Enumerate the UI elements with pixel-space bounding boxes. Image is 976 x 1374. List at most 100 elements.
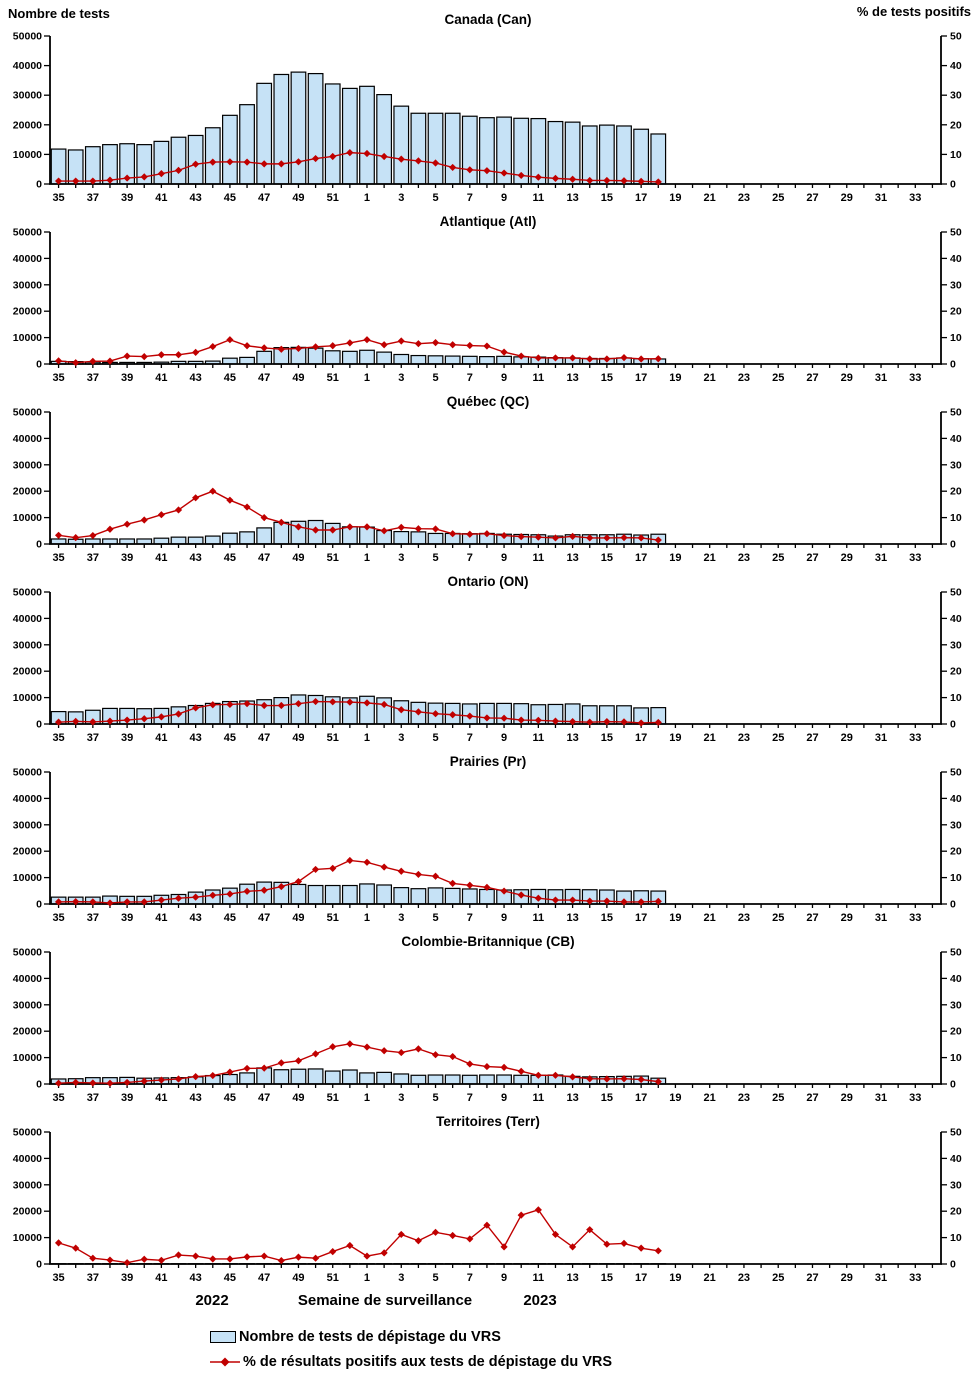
right-tick-label: 40 [950,60,962,72]
test-bar [410,1074,427,1085]
axes-group [49,412,942,545]
panel-atlantique: Atlantique (Atl) 0 10000 20000 30000 40000 500… [0,210,976,390]
pct-marker-diamond [226,496,234,504]
x-tick-label: 7 [467,192,473,204]
left-axis-title: Nombre de tests [8,6,110,21]
test-bar [581,125,598,185]
pct-marker-diamond [654,897,662,905]
right-tick-label: 20 [950,1026,962,1038]
x-tick-label: 13 [566,732,578,744]
test-bar [393,887,410,905]
pct-marker-diamond [209,342,217,351]
test-bar [444,1074,461,1085]
x-tick-label: 9 [501,1272,507,1284]
x-tick-label: 33 [909,552,921,564]
pct-marker-diamond [380,1249,388,1257]
x-tick-label: 47 [258,552,270,564]
pct-marker-diamond [157,351,165,359]
pct-marker-diamond [311,526,320,534]
pct-marker-diamond [483,167,491,175]
pct-marker-diamond [569,718,577,726]
pct-marker-diamond [449,1231,457,1240]
test-bar [461,1074,478,1085]
x-tick-label: 29 [841,192,853,204]
left-tick-label: 50000 [13,1127,42,1139]
pct-marker-diamond [209,158,217,166]
left-tick-label: 10000 [13,149,42,161]
year-2023-label: 2023 [523,1292,557,1309]
right-tick-label: 50 [950,587,962,599]
pct-marker-diamond [414,525,422,533]
test-bar [204,535,221,545]
right-tick-label: 0 [950,899,956,911]
pct-marker-diamond [569,354,577,362]
right-tick-label: 0 [950,1259,956,1271]
x-tick-label: 21 [704,192,716,204]
x-tick-label: 39 [121,372,133,384]
x-tick-label: 17 [635,1272,647,1284]
test-bar [444,887,461,905]
pct-marker-diamond [380,152,388,161]
pct-marker-diamond [89,531,97,540]
left-tick-label: 40000 [13,253,42,265]
left-tick-label: 40000 [13,613,42,625]
left-tick-label: 10000 [13,512,42,524]
legend-pct-label: % de résultats positifs aux tests de dép… [243,1353,613,1370]
x-tick-label: 3 [398,732,404,744]
pct-marker-diamond [483,883,491,891]
x-tick-label: 3 [398,1092,404,1104]
right-tick-label: 0 [950,1079,956,1091]
x-tick-label: 7 [467,912,473,924]
pct-marker-diamond [329,526,337,534]
x-tick-label: 25 [772,1272,784,1284]
test-bar [393,105,410,185]
x-tick-label: 9 [501,732,507,744]
pct-marker-diamond [72,1078,80,1087]
test-bar [273,73,290,185]
pct-marker-diamond [329,152,337,161]
x-tick-label: 41 [155,912,167,924]
x-tick-label: 15 [601,912,613,924]
legend-item-pct: % de résultats positifs aux tests de dép… [210,1349,976,1374]
x-tick-label: 33 [909,372,921,384]
x-tick-label: 49 [292,552,304,564]
pct-marker-diamond [637,719,645,727]
x-tick-label: 13 [566,1092,578,1104]
x-tick-label: 31 [875,1272,887,1284]
test-bar [598,124,615,185]
pct-marker-diamond [226,1068,234,1076]
x-tick-label: 5 [432,1272,438,1284]
panel-ontario: Ontario (ON) 0 10000 20000 30000 40000 50000 0 1… [0,570,976,750]
pct-marker-diamond [260,1252,268,1260]
test-bar [239,1072,255,1085]
left-tick-label: 50000 [13,407,42,419]
pct-marker-diamond [380,527,388,535]
test-bar [479,1074,495,1085]
left-tick-label: 30000 [13,999,42,1011]
tests-bar-swatch-icon [210,1330,236,1343]
x-tick-label: 3 [398,912,404,924]
x-tick-label: 39 [121,552,133,564]
pct-marker-diamond [431,159,440,167]
pct-marker-diamond [620,718,628,726]
test-bar [187,134,204,185]
test-bar [393,353,410,365]
test-bar [444,355,461,365]
test-bar [341,350,358,365]
right-tick-label: 10 [950,872,962,884]
test-bar [170,536,187,545]
x-tick-label: 25 [772,732,784,744]
x-tick-label: 9 [501,552,507,564]
test-bar [376,94,393,185]
x-tick-label: 37 [87,1272,99,1284]
x-tick-label: 25 [772,552,784,564]
pct-marker-diamond [431,1228,440,1236]
left-tick-label: 0 [36,179,42,191]
pct-marker-diamond [414,1237,422,1245]
x-tick-label: 31 [875,732,887,744]
panel-quebec: Québec (QC) 0 10000 20000 30000 40000 50000 0 10… [0,390,976,570]
test-bar [650,133,667,185]
x-tick-label: 23 [738,1272,750,1284]
pct-marker-diamond [260,514,268,522]
pct-marker-diamond [586,1226,594,1234]
